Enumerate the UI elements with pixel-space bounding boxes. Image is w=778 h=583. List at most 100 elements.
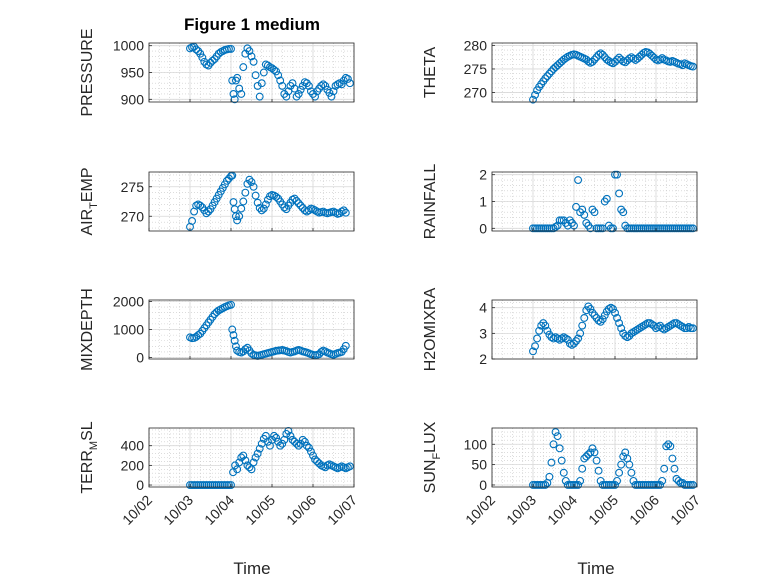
data-point xyxy=(239,197,248,206)
data-point xyxy=(321,81,330,90)
x-axis-label-left: Time xyxy=(233,559,270,578)
data-point xyxy=(672,224,681,233)
data-point xyxy=(574,334,583,343)
data-point xyxy=(543,224,552,233)
data-point xyxy=(604,481,613,489)
data-point xyxy=(688,62,697,71)
y-tick-label: 2 xyxy=(479,167,487,183)
data-point xyxy=(545,472,554,481)
data-point xyxy=(647,481,656,489)
y-tick-label: 1000 xyxy=(113,322,144,338)
data-point xyxy=(535,326,544,335)
data-point xyxy=(298,81,307,90)
data-point xyxy=(658,476,667,485)
data-point xyxy=(247,178,256,186)
data-point xyxy=(294,199,303,208)
data-point xyxy=(212,481,221,489)
data-point xyxy=(567,481,576,489)
data-point xyxy=(668,454,677,463)
data-point xyxy=(645,224,654,233)
data-point xyxy=(198,53,207,62)
data-point xyxy=(652,481,660,489)
data-point xyxy=(576,476,585,485)
data-point xyxy=(660,325,669,334)
data-point xyxy=(590,448,599,457)
data-point xyxy=(304,206,313,215)
data-point xyxy=(233,73,242,82)
data-point xyxy=(253,198,262,207)
data-point xyxy=(559,468,568,477)
data-point xyxy=(608,224,617,233)
data-point xyxy=(317,81,326,90)
data-point xyxy=(598,481,607,489)
data-point xyxy=(296,201,305,210)
data-point xyxy=(561,54,570,63)
y-axis-label: TERRMSL xyxy=(79,421,100,493)
data-point xyxy=(551,428,560,437)
data-point xyxy=(592,224,601,233)
data-point xyxy=(261,200,270,209)
y-tick-label: 270 xyxy=(121,208,145,224)
data-point xyxy=(311,92,319,101)
data-point xyxy=(317,348,326,356)
data-point xyxy=(294,441,303,450)
data-point xyxy=(572,481,580,489)
data-point xyxy=(678,61,687,70)
data-point xyxy=(586,224,595,233)
data-point xyxy=(629,224,638,233)
plot-area xyxy=(492,43,697,102)
x-tick-label: 10/02 xyxy=(119,492,155,528)
y-tick-label: 280 xyxy=(464,37,488,53)
data-point xyxy=(535,224,544,233)
data-point xyxy=(196,201,205,210)
x-tick-label: 10/06 xyxy=(283,492,319,528)
subplot-2: 270 275 280 THETA xyxy=(422,37,698,104)
data-point xyxy=(200,481,209,489)
data-point xyxy=(327,92,336,101)
data-point xyxy=(684,224,693,233)
data-point xyxy=(686,481,695,489)
data-point xyxy=(255,444,264,453)
data-point xyxy=(649,321,658,330)
data-point xyxy=(606,303,615,312)
data-point xyxy=(578,321,587,330)
data-point xyxy=(290,194,299,203)
x-tick-label: 10/04 xyxy=(544,492,580,528)
data-point xyxy=(545,69,554,78)
data-point xyxy=(664,322,673,331)
data-point xyxy=(647,224,656,233)
data-point xyxy=(641,481,650,489)
data-point xyxy=(263,61,272,70)
data-point xyxy=(660,224,669,233)
data-point xyxy=(649,224,658,233)
data-point xyxy=(578,464,587,473)
data-point xyxy=(590,208,599,217)
data-point xyxy=(233,465,242,474)
data-point xyxy=(192,481,201,489)
data-point xyxy=(594,224,603,233)
data-point xyxy=(600,311,609,320)
data-point xyxy=(627,329,636,338)
y-tick-label: 3 xyxy=(479,325,487,341)
data-point xyxy=(639,481,648,489)
data-point xyxy=(635,324,644,333)
data-point xyxy=(227,481,235,489)
data-point xyxy=(533,224,542,233)
data-point xyxy=(243,461,252,470)
data-point xyxy=(639,224,648,233)
data-point xyxy=(272,192,281,201)
data-point xyxy=(188,481,197,489)
data-point xyxy=(635,481,644,489)
data-point xyxy=(627,224,636,233)
data-point xyxy=(343,74,352,83)
data-point xyxy=(584,302,593,311)
data-point xyxy=(561,476,570,485)
y-tick-label: 400 xyxy=(121,438,145,454)
data-point xyxy=(596,224,605,233)
data-point xyxy=(674,476,683,485)
x-tick-label: 10/05 xyxy=(242,492,278,528)
data-point xyxy=(186,481,194,489)
data-point xyxy=(245,47,254,55)
data-point xyxy=(280,203,289,212)
